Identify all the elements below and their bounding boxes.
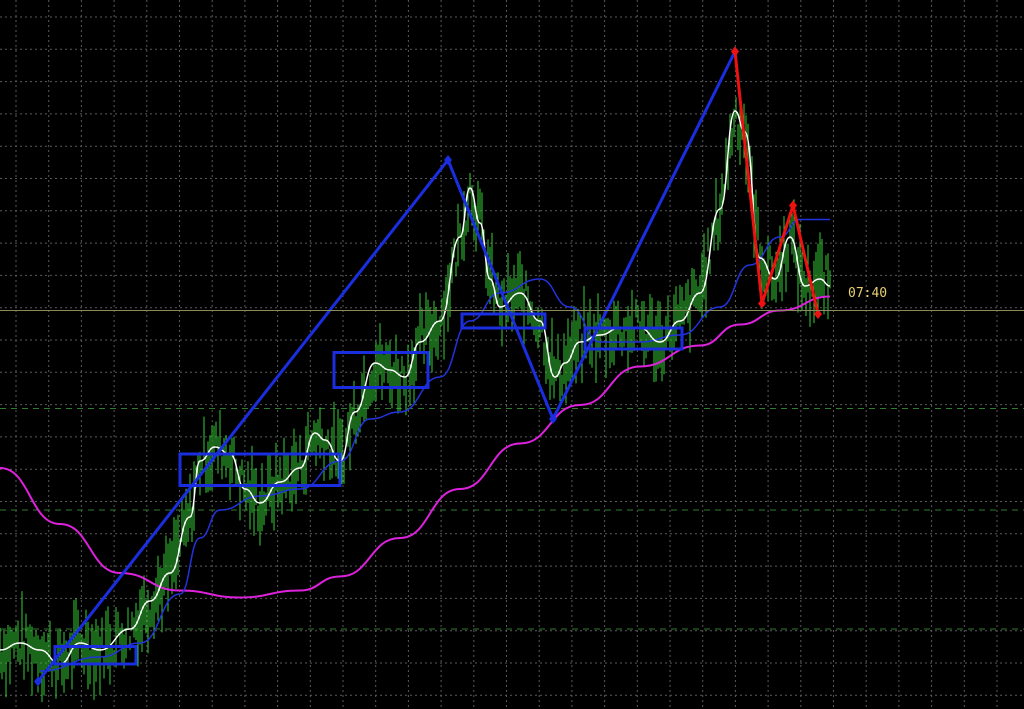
ma-mid-line [39, 218, 830, 672]
ma-slow-line [0, 295, 831, 599]
moving-averages [0, 110, 831, 672]
drawn-patterns[interactable] [34, 46, 822, 687]
ma-fast-line [0, 110, 831, 665]
blue-zigzag-line[interactable] [36, 50, 737, 683]
red-zigzag-vertex[interactable] [758, 298, 766, 309]
red-zigzag-vertex[interactable] [814, 309, 822, 319]
current-price-marker: 07:40 [0, 286, 1024, 311]
red-zigzag-vertex[interactable] [731, 46, 739, 57]
consolidation-rectangle[interactable] [460, 312, 547, 330]
blue-zigzag-vertex[interactable] [34, 676, 42, 687]
consolidation-rectangle[interactable] [178, 452, 342, 487]
consolidation-rectangle[interactable] [53, 645, 138, 666]
current-time-label: 07:40 [848, 286, 887, 301]
horizontal-level-lines [0, 408, 1024, 630]
consolidation-rectangle[interactable] [583, 326, 684, 351]
blue-zigzag-vertex[interactable] [549, 414, 557, 424]
red-zigzag-vertex[interactable] [789, 200, 797, 211]
blue-zigzag-vertex[interactable] [444, 155, 452, 165]
red-zigzag-line[interactable] [733, 51, 820, 315]
consolidation-rectangle[interactable] [332, 351, 430, 389]
